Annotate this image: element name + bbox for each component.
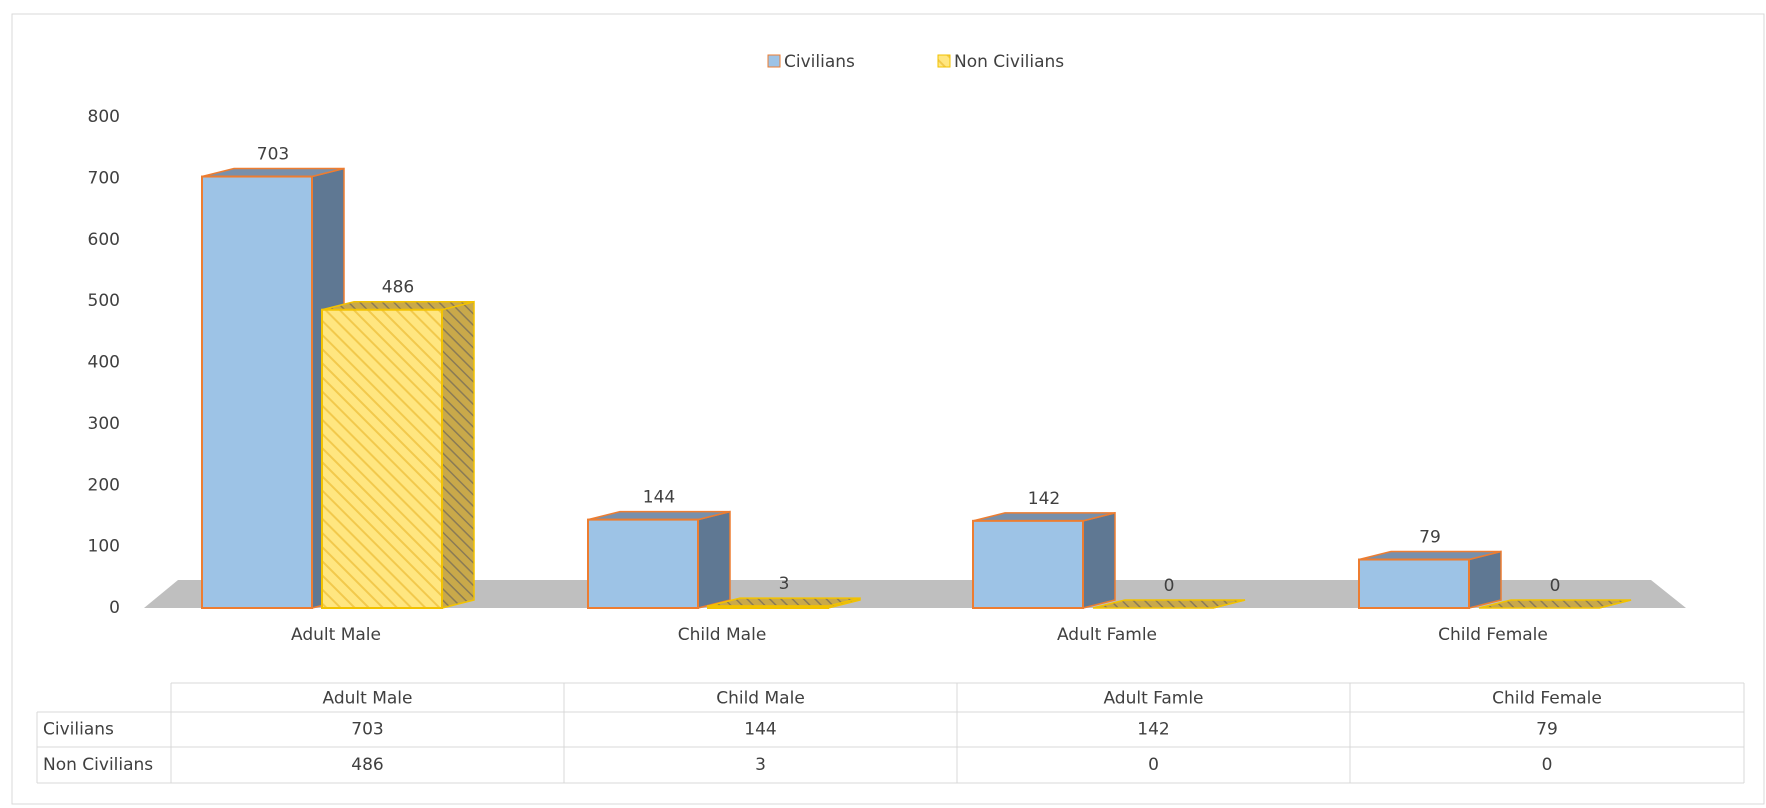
y-tick-label: 800 [88, 107, 120, 127]
table-cell: 144 [744, 720, 776, 740]
x-tick-label: Child Female [1438, 625, 1548, 645]
table-cell: 3 [755, 755, 766, 775]
y-tick-label: 500 [88, 291, 120, 311]
y-tick-label: 300 [88, 414, 120, 434]
y-tick-label: 700 [88, 168, 120, 188]
data-label: 142 [1028, 489, 1060, 509]
bar [1478, 599, 1632, 609]
y-tick-label: 100 [88, 537, 120, 557]
table-cell: 142 [1137, 720, 1169, 740]
bar [1358, 550, 1502, 609]
chart-border [11, 13, 1765, 805]
x-tick-label: Adult Male [291, 625, 381, 645]
table-cell: 0 [1542, 755, 1553, 775]
table-header: Adult Male [323, 689, 413, 709]
bar [587, 510, 731, 609]
legend-swatch [937, 54, 951, 68]
bar [707, 597, 861, 610]
bar [1092, 599, 1246, 609]
table-cell: 703 [351, 720, 383, 740]
table-header: Child Male [716, 689, 805, 709]
y-tick-label: 400 [88, 353, 120, 373]
y-tick-label: 600 [88, 230, 120, 250]
x-tick-label: Child Male [678, 625, 767, 645]
legend-swatch [767, 54, 781, 68]
table-header: Adult Famle [1103, 689, 1203, 709]
y-tick-label: 0 [109, 598, 120, 618]
legend-label: Non Civilians [954, 52, 1064, 72]
table-cell: 486 [351, 755, 383, 775]
data-label: 486 [382, 278, 414, 298]
y-tick-label: 200 [88, 475, 120, 495]
data-label: 703 [257, 145, 289, 165]
bar [972, 511, 1116, 609]
table-row-label: Civilians [43, 720, 114, 740]
data-label: 3 [779, 574, 790, 594]
data-label: 79 [1419, 528, 1441, 548]
table-cell: 0 [1148, 755, 1159, 775]
floor [144, 580, 1686, 608]
table-row-label: Non Civilians [43, 755, 153, 775]
table-header: Child Female [1492, 689, 1602, 709]
data-label: 0 [1164, 576, 1175, 596]
table-cell: 79 [1536, 720, 1558, 740]
bar [321, 300, 475, 609]
x-tick-label: Adult Famle [1057, 625, 1157, 645]
data-label: 144 [643, 488, 675, 508]
legend-label: Civilians [784, 52, 855, 72]
data-label: 0 [1550, 576, 1561, 596]
